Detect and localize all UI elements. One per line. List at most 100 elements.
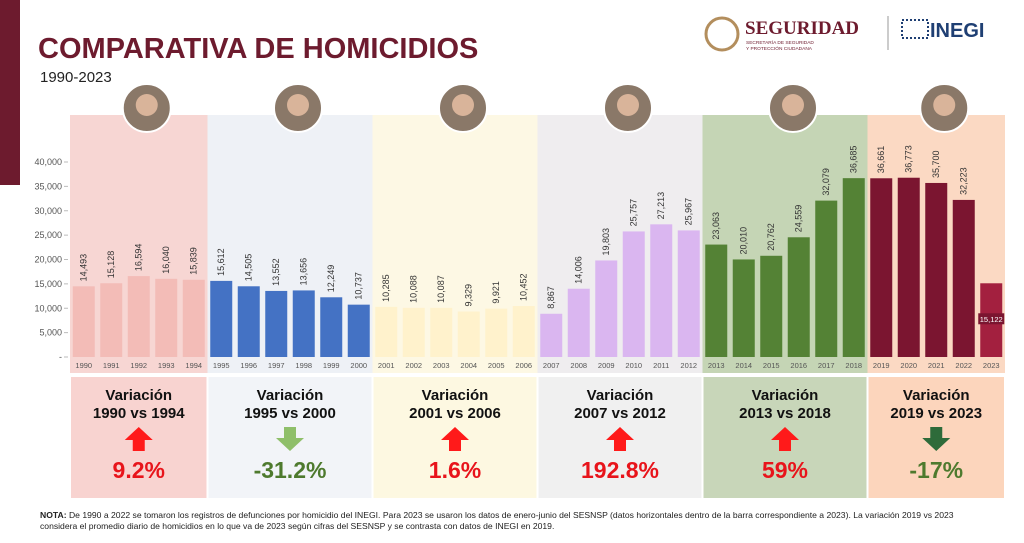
x-tick-label: 2013 [708,361,725,370]
x-tick-label: 1993 [158,361,175,370]
bar [182,279,205,357]
variation-range: 1990 vs 1994 [93,405,185,422]
variation-heading: Variación [587,387,654,404]
x-tick-label: 2019 [873,361,890,370]
variation-heading: Variación [257,387,324,404]
variation-value: -31.2% [254,457,327,483]
value-label: 36,685 [849,146,859,174]
bar [155,278,178,357]
bar [72,286,95,357]
variation-value: 192.8% [581,457,659,483]
y-tick-label: 30,000 [34,206,62,216]
x-tick-label: 1999 [323,361,340,370]
y-tick-label: 40,000 [34,157,62,167]
value-label: 25,967 [684,198,694,226]
variation-arrow [441,427,469,451]
bar [677,230,700,357]
portrait-face [617,94,639,116]
x-tick-label: 1995 [213,361,230,370]
x-tick-label: 1994 [185,361,202,370]
bar [705,244,728,357]
bar [430,307,453,357]
value-label: 20,010 [739,227,749,255]
portrait-face [135,94,158,116]
variation-heading: Variación [105,387,172,404]
x-tick-label: 1992 [130,361,147,370]
bar [622,231,645,357]
x-tick-label: 2005 [488,361,505,370]
bar [347,304,370,357]
x-tick-label: 2011 [653,361,669,370]
bar [732,259,755,357]
variation-heading: Variación [422,387,489,404]
y-tick-label: 10,000 [34,303,62,313]
value-label: 14,505 [244,254,254,282]
bar [815,200,838,357]
value-label: 27,213 [656,192,666,220]
x-tick-label: 2015 [763,361,780,370]
value-label: 15,128 [106,251,116,279]
bar [897,177,920,357]
value-label: 10,452 [519,274,529,302]
value-label: 23,063 [711,212,721,240]
value-label: 14,006 [574,256,584,284]
variation-heading: Variación [752,387,819,404]
logo-emblem [704,16,740,52]
bar [265,290,288,357]
x-tick-label: 2012 [680,361,697,370]
note: NOTA: De 1990 a 2022 se tomaron los regi… [40,510,980,532]
value-label: 13,656 [299,258,309,286]
period-panel [702,115,868,373]
period-panel [372,115,538,373]
bar [595,260,618,357]
value-label: 9,329 [464,284,474,307]
x-tick-label: 1996 [240,361,257,370]
x-tick-label: 2006 [515,361,532,370]
variation-value: 1.6% [429,457,481,483]
value-label: 10,285 [381,274,391,302]
value-label: 8,867 [546,286,556,309]
bar [320,297,343,357]
bar [952,199,975,357]
x-tick-label: 2004 [460,361,477,370]
value-label: 15,612 [216,248,226,276]
x-tick-label: 2016 [790,361,807,370]
x-tick-label: 2023 [983,361,1000,370]
x-tick-label: 2021 [928,361,945,370]
value-label: 15,839 [189,247,199,275]
variation-value: 59% [762,457,808,483]
value-label: 32,079 [821,168,831,196]
value-label: 19,803 [601,228,611,256]
bar [375,306,398,357]
value-label: 14,493 [79,254,89,282]
bar [127,276,150,357]
bar [100,283,123,357]
x-tick-label: 2018 [845,361,862,370]
bar [650,224,673,357]
period-panel [537,115,703,373]
variation-arrow [922,427,951,451]
bar [457,311,480,357]
x-tick-label: 2014 [735,361,752,370]
x-tick-label: 2008 [570,361,587,370]
x-tick-label: 2003 [433,361,450,370]
y-tick-label: 15,000 [34,279,62,289]
variation-heading: Variación [903,387,970,404]
y-tick-label: 35,000 [34,181,62,191]
variation-arrow [124,427,153,451]
portrait-face [782,94,804,116]
logo-icon [901,19,929,39]
value-label: 10,737 [354,272,364,300]
x-tick-label: 2017 [818,361,835,370]
portrait-face [287,94,309,116]
x-tick-label: 2002 [405,361,422,370]
variation-range: 1995 vs 2000 [244,405,336,422]
note-label: NOTA: [40,510,67,520]
portrait-face [452,94,474,116]
variation-value: 9.2% [113,457,165,483]
x-tick-label: 2020 [900,361,917,370]
value-label: 12,249 [326,265,336,293]
y-tick-label: - [59,352,62,362]
x-tick-label: 2001 [378,361,395,370]
